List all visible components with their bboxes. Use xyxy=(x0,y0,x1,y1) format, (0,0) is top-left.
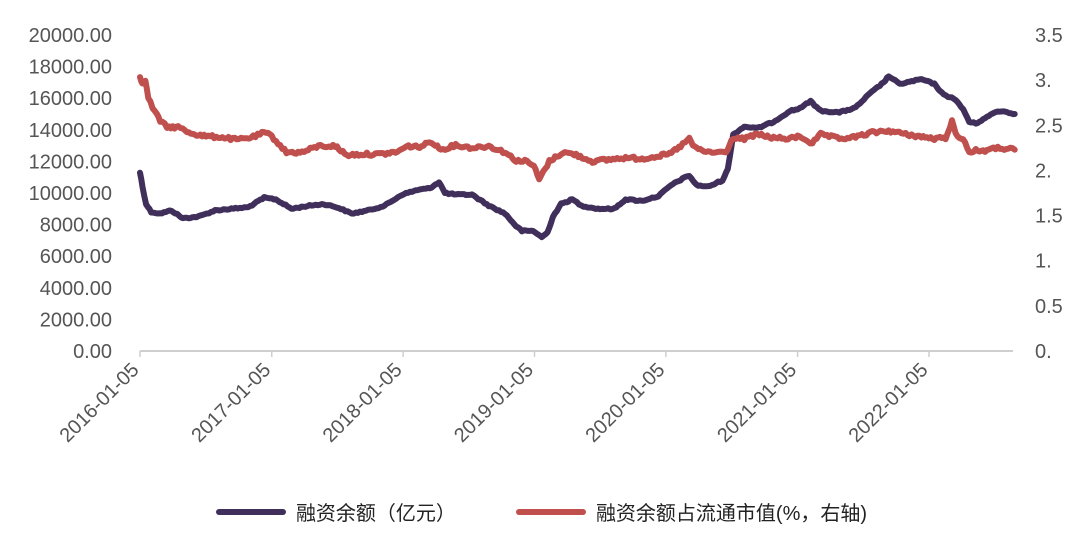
right-tick-label: 2.5 xyxy=(1035,115,1063,137)
x-tick-label: 2018-01-05 xyxy=(319,359,407,447)
x-tick-label: 2019-01-05 xyxy=(450,359,538,447)
right-axis-ticks: 0. 0.5 1. 1.5 2. 2.5 3. 3.5 xyxy=(1035,25,1063,363)
series-line-financing-ratio xyxy=(137,74,1018,183)
x-tick-label: 2016-01-05 xyxy=(56,359,144,447)
right-tick-label: 3. xyxy=(1035,70,1052,92)
right-tick-label: 1.5 xyxy=(1035,206,1063,228)
right-tick-label: 0. xyxy=(1035,341,1052,363)
left-tick-label: 20000.00 xyxy=(29,25,112,47)
x-tick-label: 2022-01-05 xyxy=(845,359,933,447)
legend: 融资余额（亿元） 融资余额占流通市值(%，右轴) xyxy=(0,497,1083,526)
left-tick-label: 16000.00 xyxy=(29,88,112,110)
left-axis-ticks: 0.00 2000.00 4000.00 6000.00 8000.00 10000.00… xyxy=(29,25,112,363)
series-group xyxy=(137,73,1018,241)
legend-item-financing-ratio: 融资余额占流通市值(%，右轴) xyxy=(515,497,868,526)
left-tick-label: 2000.00 xyxy=(40,309,112,331)
legend-swatch-financing-ratio xyxy=(515,508,586,515)
left-tick-label: 6000.00 xyxy=(40,246,112,268)
left-tick-label: 0.00 xyxy=(73,341,112,363)
x-tick-label: 2021-01-05 xyxy=(713,359,801,447)
right-tick-label: 2. xyxy=(1035,160,1052,182)
right-tick-label: 0.5 xyxy=(1035,296,1063,318)
left-tick-label: 8000.00 xyxy=(40,215,112,237)
chart-svg: 0.00 2000.00 4000.00 6000.00 8000.00 10000.00… xyxy=(29,25,1063,447)
series-line-financing-balance xyxy=(137,73,1018,241)
legend-label-financing-balance: 融资余额（亿元） xyxy=(295,503,456,525)
right-tick-label: 3.5 xyxy=(1035,25,1063,47)
x-axis-ticks: 2016-01-05 2017-01-05 2018-01-05 2019-01-05… xyxy=(56,351,933,447)
left-tick-label: 10000.00 xyxy=(29,183,112,205)
left-tick-label: 18000.00 xyxy=(29,57,112,79)
right-tick-label: 1. xyxy=(1035,251,1052,273)
left-tick-label: 14000.00 xyxy=(29,120,112,142)
x-tick-label: 2020-01-05 xyxy=(582,359,670,447)
left-tick-label: 12000.00 xyxy=(29,151,112,173)
x-tick-label: 2017-01-05 xyxy=(187,359,275,447)
legend-item-financing-balance: 融资余额（亿元） xyxy=(215,497,456,526)
legend-label-financing-ratio: 融资余额占流通市值(%，右轴) xyxy=(595,503,868,525)
legend-swatch-financing-balance xyxy=(215,508,286,515)
left-tick-label: 4000.00 xyxy=(40,278,112,300)
